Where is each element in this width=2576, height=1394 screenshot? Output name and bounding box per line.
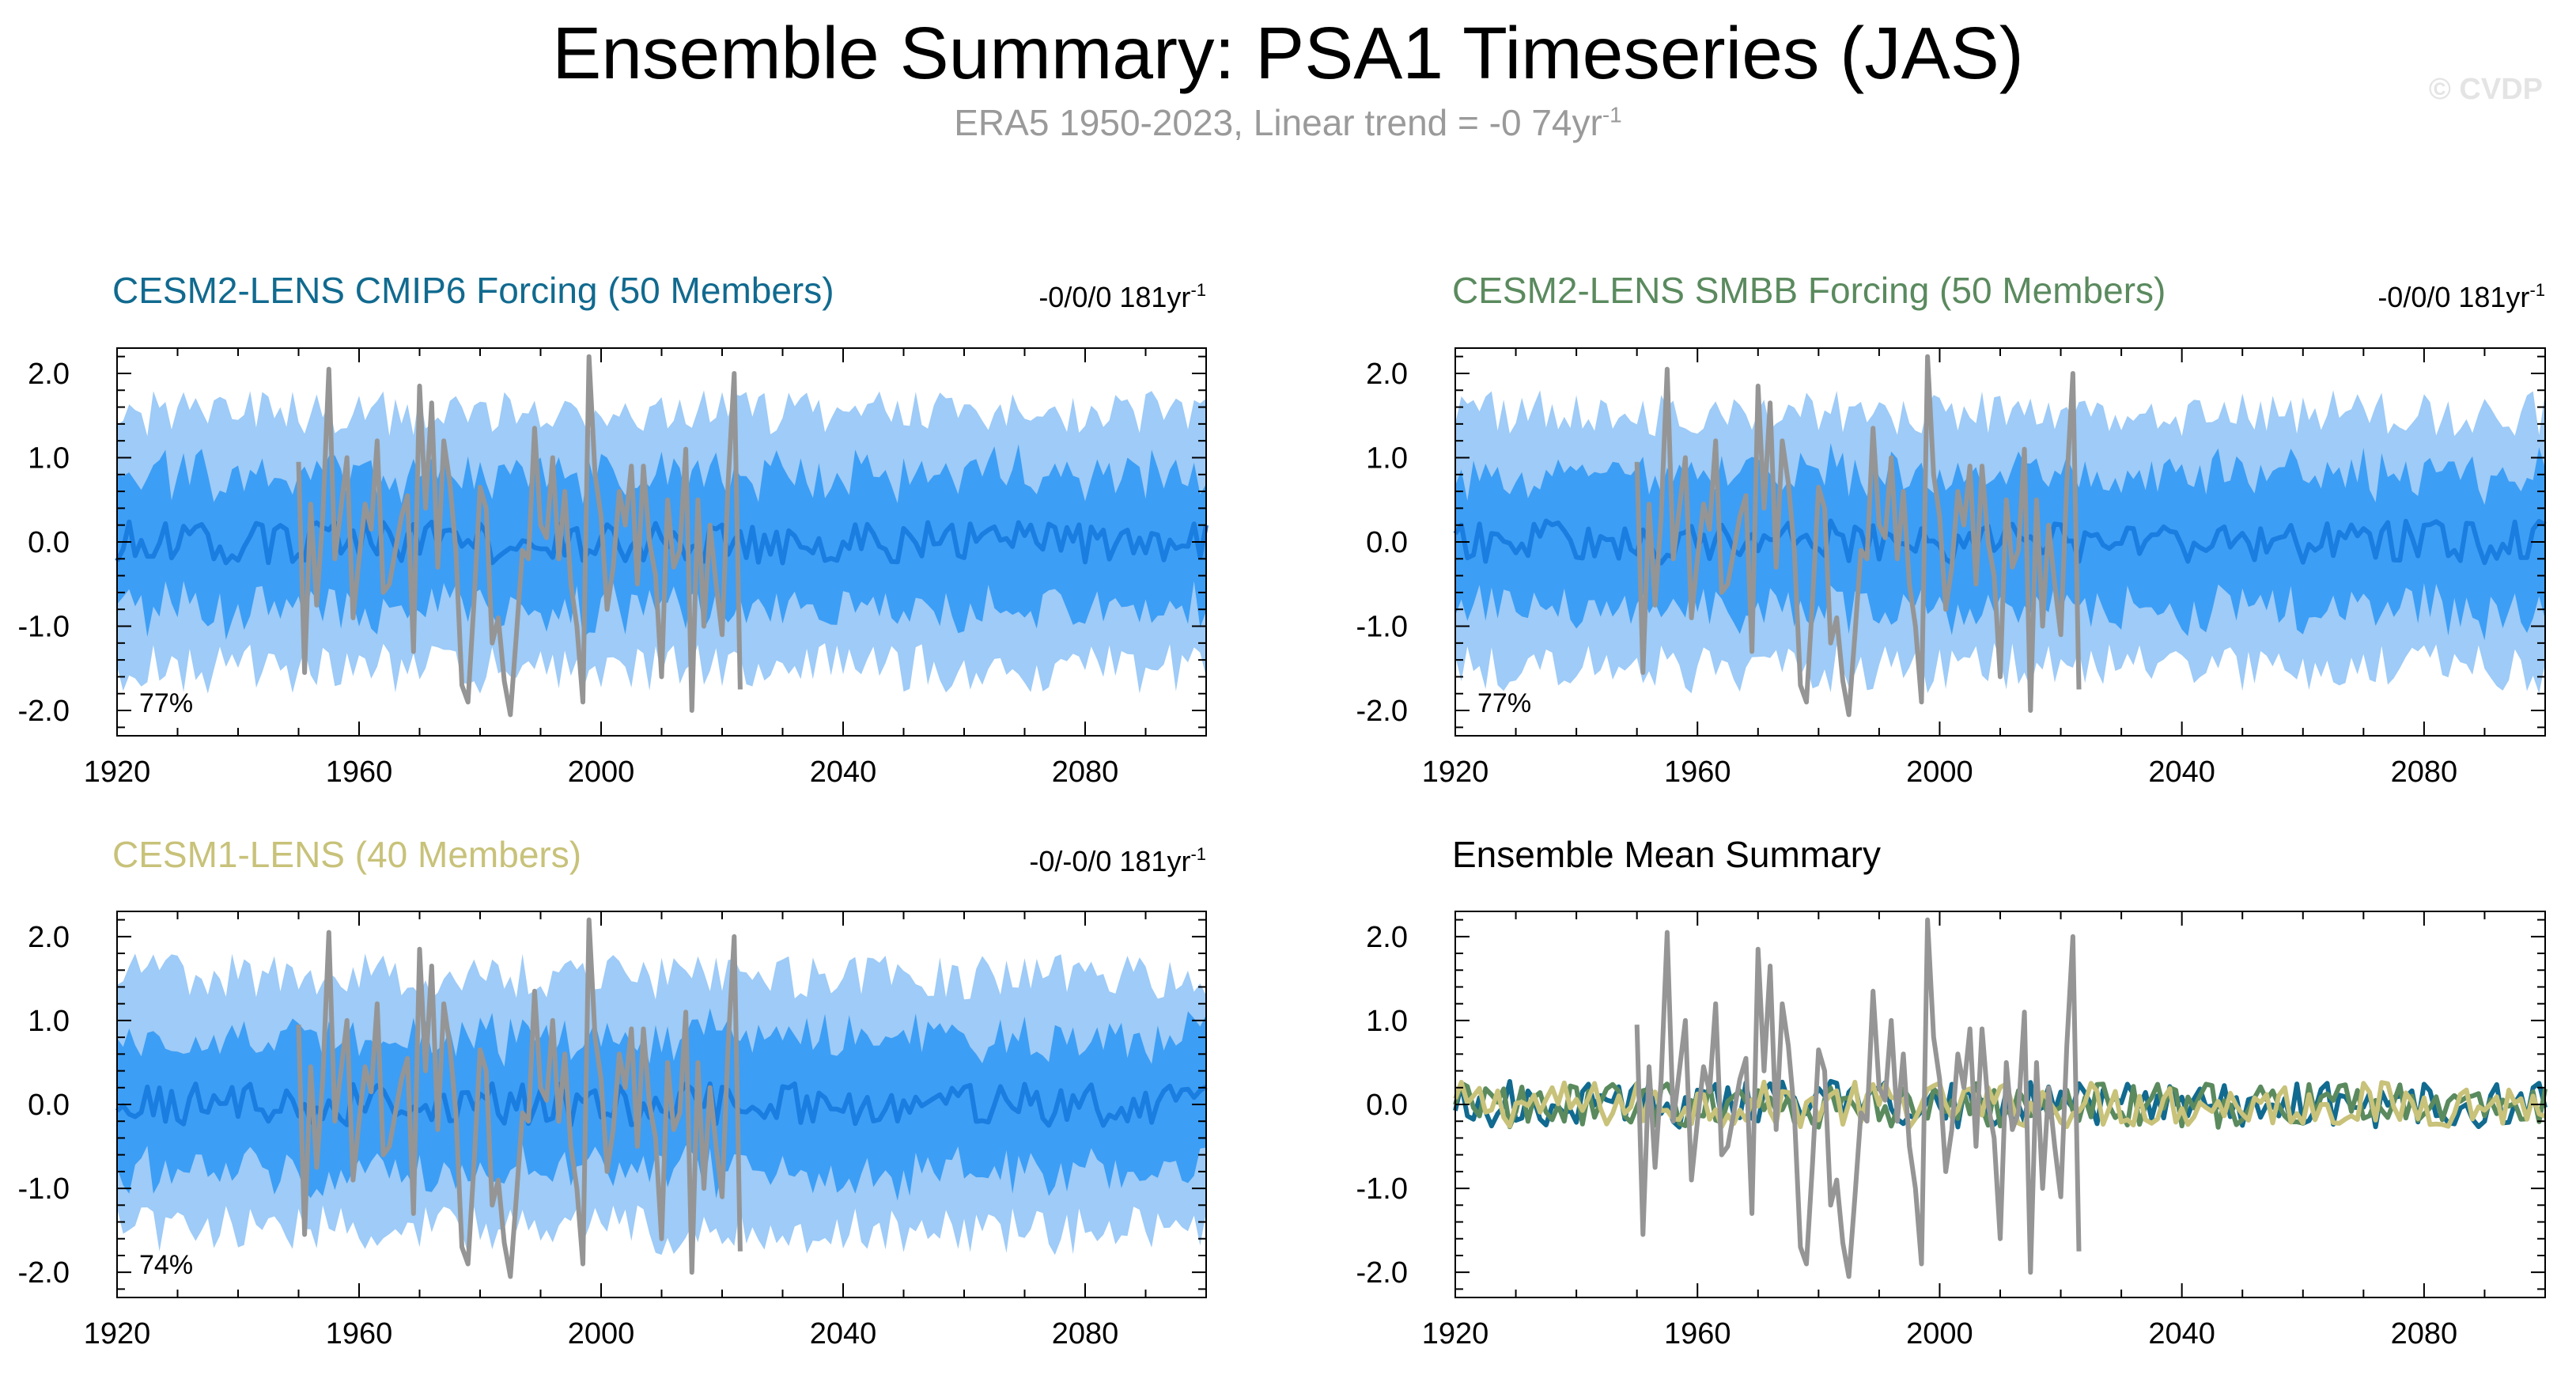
- x-tick-label: 1960: [1664, 756, 1731, 789]
- panel-title-smbb: CESM2-LENS SMBB Forcing (50 Members): [1452, 270, 2166, 311]
- era5-line: [1634, 917, 2082, 1279]
- y-tick-label: -1.0: [18, 1172, 70, 1206]
- y-tick-label: 1.0: [1366, 1005, 1408, 1038]
- panel-smbb: CESM2-LENS SMBB Forcing (50 Members) -0/…: [1452, 270, 2545, 313]
- subtitle-exponent: -1: [1602, 102, 1622, 127]
- y-tick-label: -1.0: [1356, 1172, 1408, 1206]
- ensemble-mean-line: [115, 518, 1209, 566]
- y-tick-label: 1.0: [1366, 441, 1408, 475]
- x-tick-label: 2000: [568, 1317, 635, 1350]
- panel-trend-cmip6: -0/0/0 181yr-1: [1038, 280, 1206, 313]
- y-tick-label: 0.0: [28, 1089, 70, 1122]
- x-tick-label: 2000: [568, 756, 635, 789]
- x-tick-label: 1920: [1422, 756, 1489, 789]
- y-tick-label: -2.0: [18, 695, 70, 728]
- x-tick-label: 1960: [1664, 1317, 1731, 1350]
- ensemble-inner-band: [117, 1008, 1206, 1201]
- era5-line: [296, 917, 743, 1279]
- y-tick-label: 1.0: [28, 441, 70, 475]
- ensemble-mean-line: [1453, 518, 2547, 566]
- x-tick-label: 2000: [1906, 1317, 1973, 1350]
- y-tick-label: 0.0: [1366, 1089, 1408, 1122]
- y-tick-label: 2.0: [28, 921, 70, 954]
- x-tick-label: 1920: [84, 1317, 151, 1350]
- panel-title-cmip6: CESM2-LENS CMIP6 Forcing (50 Members): [112, 270, 834, 311]
- x-tick-label: 1960: [326, 1317, 393, 1350]
- x-tick-label: 2080: [2391, 756, 2458, 789]
- plot-area-3: 1920 1960 2000 2040 2080 2.0 1.0 0.0 -1.0 -2.0: [1356, 911, 2548, 1350]
- y-tick-label: -2.0: [1356, 695, 1408, 728]
- x-tick-label: 2040: [2148, 1317, 2215, 1350]
- percent-label: 77%: [139, 688, 193, 718]
- x-tick-label: 1920: [1422, 1317, 1489, 1350]
- panel-title-cesm1: CESM1-LENS (40 Members): [112, 834, 581, 875]
- plot-area-2: 1920 1960 2000 2040 2080 2.0 1.0 0.0 -1.0 -2.0 74%: [18, 911, 1208, 1350]
- main-title: Ensemble Summary: PSA1 Timeseries (JAS): [552, 12, 2024, 94]
- x-tick-label: 2080: [2391, 1317, 2458, 1350]
- panel-cesm1: CESM1-LENS (40 Members) -0/-0/0 181yr-1: [112, 834, 1206, 877]
- y-tick-label: 2.0: [1366, 921, 1408, 954]
- y-tick-label: -2.0: [1356, 1256, 1408, 1290]
- x-tick-label: 2080: [1052, 756, 1119, 789]
- panel-trend-cesm1: -0/-0/0 181yr-1: [1029, 844, 1206, 877]
- x-tick-label: 1920: [84, 756, 151, 789]
- y-tick-label: 2.0: [28, 358, 70, 391]
- x-tick-label: 2040: [810, 756, 877, 789]
- percent-label: 74%: [139, 1250, 193, 1280]
- y-tick-label: -1.0: [18, 611, 70, 644]
- y-tick-label: 1.0: [28, 1005, 70, 1038]
- y-tick-label: 0.0: [28, 526, 70, 559]
- era5-line: [296, 354, 743, 718]
- y-tick-label: 2.0: [1366, 358, 1408, 391]
- subtitle: ERA5 1950-2023, Linear trend = -0 74yr-1: [0, 101, 2576, 144]
- era5-line: [1634, 354, 2082, 718]
- panel-cmip6: CESM2-LENS CMIP6 Forcing (50 Members) -0…: [112, 270, 1206, 313]
- ensemble-mean-line: [115, 1081, 1208, 1128]
- plot-area-0: 1920 1960 2000 2040 2080 2.0 1.0 0.0 -1.0 -2.0 77%: [18, 347, 1209, 789]
- x-tick-label: 2000: [1906, 756, 1973, 789]
- y-tick-label: -1.0: [1356, 611, 1408, 644]
- plot-area-1: 1920 1960 2000 2040 2080 2.0 1.0 0.0 -1.0 -2.0 77%: [1356, 347, 2547, 789]
- panel-summary: Ensemble Mean Summary: [1452, 834, 1881, 875]
- subtitle-text: ERA5 1950-2023, Linear trend = -0 74yr: [954, 102, 1602, 143]
- x-tick-label: 1960: [326, 756, 393, 789]
- x-tick-label: 2040: [810, 1317, 877, 1350]
- x-tick-label: 2080: [1052, 1317, 1119, 1350]
- watermark: © CVDP: [2428, 73, 2543, 106]
- panel-trend-smbb: -0/0/0 181yr-1: [2377, 280, 2545, 313]
- panel-title-summary: Ensemble Mean Summary: [1452, 834, 1881, 875]
- percent-label: 77%: [1477, 688, 1531, 718]
- x-tick-label: 2040: [2148, 756, 2215, 789]
- y-tick-label: -2.0: [18, 1256, 70, 1290]
- y-tick-label: 0.0: [1366, 526, 1408, 559]
